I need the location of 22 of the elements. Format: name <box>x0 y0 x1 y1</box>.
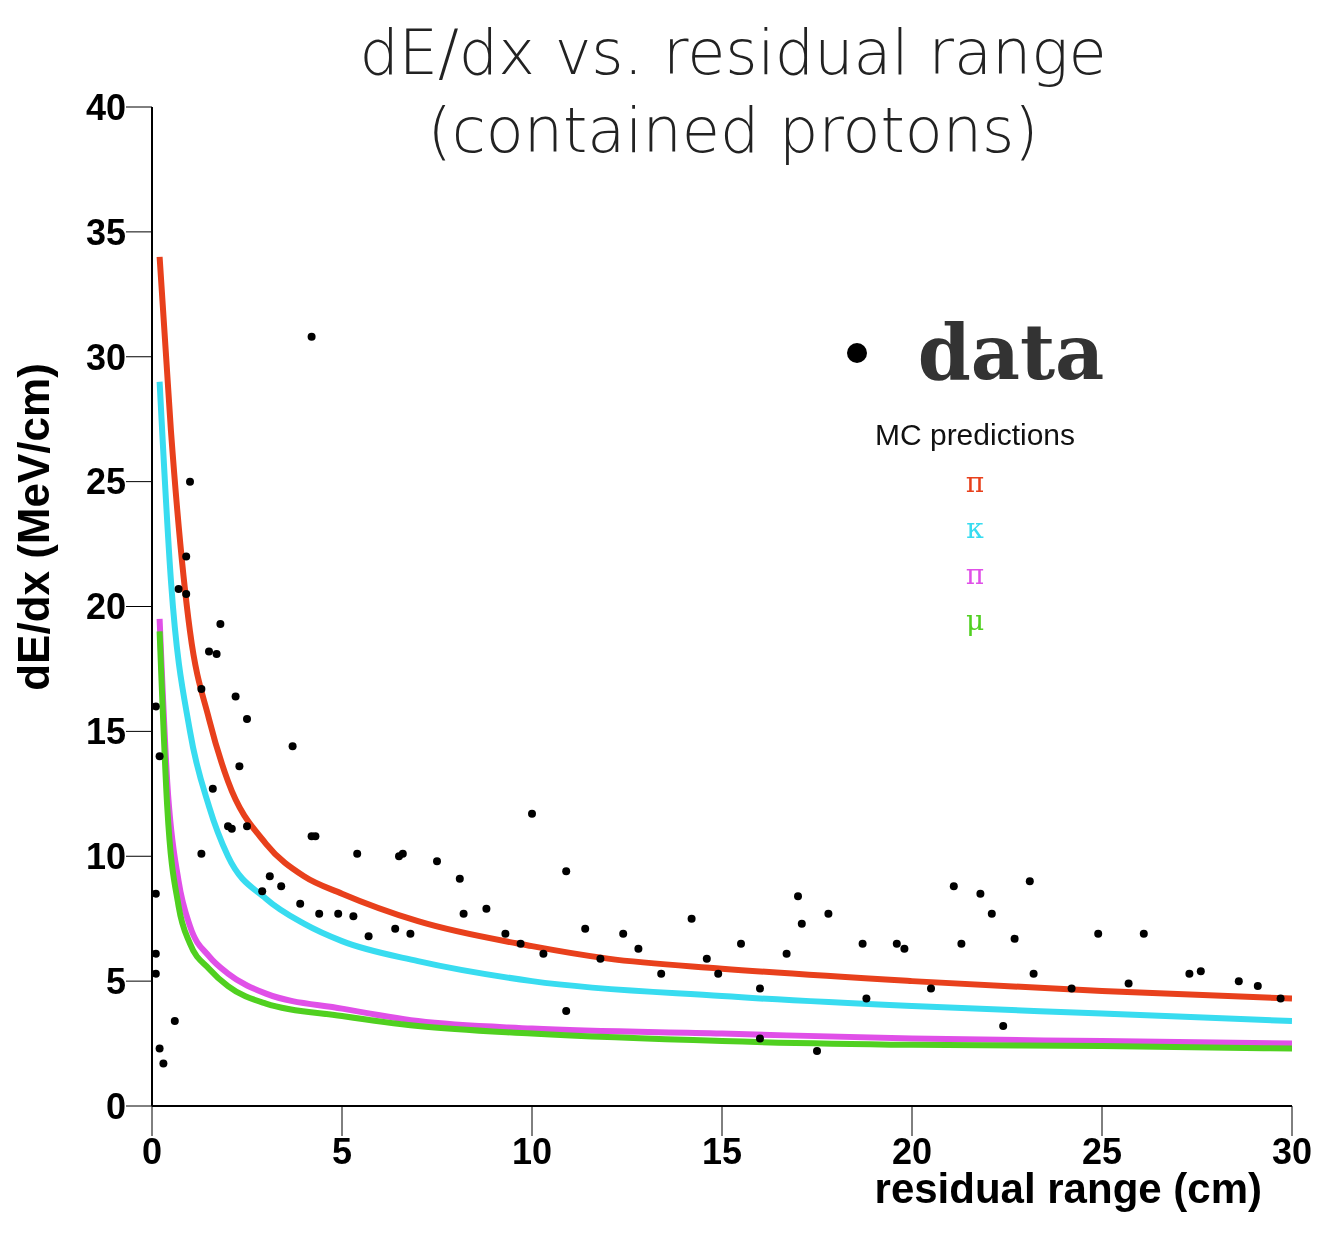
text: μ <box>964 603 986 639</box>
y-axis-title: dE/dx (MeV/cm) <box>9 363 59 691</box>
legend-title: MC predictions <box>873 418 1077 452</box>
x-tick-label: 15 <box>701 1130 743 1172</box>
text: π <box>964 465 986 501</box>
x-tick-label: 0 <box>141 1130 163 1172</box>
chart-title: dE/dx vs. residual range (contained protons) <box>358 15 1108 169</box>
text: π <box>964 557 986 593</box>
x-tick-label: 10 <box>511 1130 553 1172</box>
y-tick-label: 0 <box>105 1085 126 1127</box>
x-tick-label: 5 <box>331 1130 353 1172</box>
y-tick-label: 10 <box>85 836 126 878</box>
legend-label: data <box>917 308 1105 398</box>
y-tick-label: 40 <box>85 86 126 128</box>
x-tick-label: 30 <box>1271 1130 1313 1172</box>
y-tick-label: 15 <box>85 711 126 753</box>
y-tick-label: 20 <box>85 586 126 628</box>
y-tick-label: 30 <box>85 336 126 378</box>
y-tick-label: 25 <box>85 461 126 503</box>
y-tick-label: 5 <box>105 960 126 1002</box>
y-tick-label: 35 <box>85 211 126 253</box>
text: κ <box>965 511 985 547</box>
